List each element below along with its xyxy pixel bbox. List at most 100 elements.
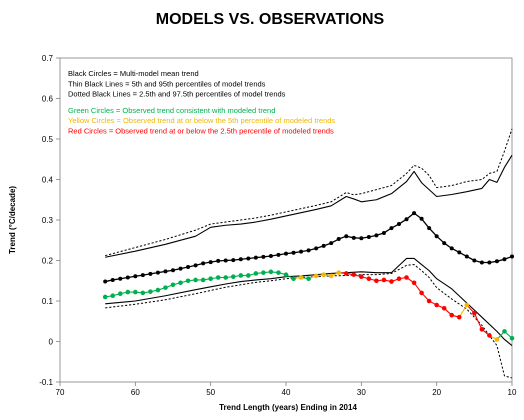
observed-point bbox=[359, 274, 364, 280]
mean-point bbox=[276, 252, 281, 257]
mean-point bbox=[103, 279, 108, 284]
observed-point bbox=[411, 280, 417, 286]
mean-point bbox=[186, 264, 191, 269]
mean-point bbox=[381, 230, 386, 235]
mean-point bbox=[472, 258, 477, 263]
mean-point bbox=[321, 243, 326, 248]
observed-point bbox=[313, 273, 319, 279]
y-axis-label: Trend (°C/decade) bbox=[8, 186, 17, 254]
mean-point bbox=[351, 235, 356, 240]
observed-point bbox=[381, 277, 387, 283]
observed-point bbox=[426, 298, 432, 304]
observed-point bbox=[215, 275, 221, 280]
mean-point bbox=[502, 257, 507, 262]
observed-point bbox=[261, 270, 266, 275]
observed-point bbox=[291, 276, 296, 282]
series-line-p2-5 bbox=[105, 264, 513, 379]
mean-point bbox=[434, 234, 439, 239]
x-tick-label: 20 bbox=[432, 388, 441, 397]
observed-point bbox=[336, 270, 342, 275]
mean-point bbox=[442, 241, 447, 246]
y-tick-label: -0.1 bbox=[39, 378, 53, 387]
y-tick-label: 0.7 bbox=[42, 54, 54, 63]
y-tick-label: 0.3 bbox=[42, 216, 54, 225]
mean-point bbox=[261, 254, 266, 259]
mean-point bbox=[231, 258, 236, 263]
legend-entry: Red Circles = Observed trend at or below… bbox=[68, 127, 334, 136]
observed-point bbox=[155, 287, 161, 293]
observed-point bbox=[170, 282, 176, 288]
mean-point bbox=[253, 255, 258, 260]
observed-point bbox=[117, 291, 123, 297]
mean-point bbox=[344, 234, 349, 239]
observed-point bbox=[419, 290, 424, 296]
observed-point bbox=[509, 335, 515, 341]
mean-point bbox=[427, 226, 432, 231]
mean-point bbox=[412, 211, 417, 216]
mean-point bbox=[314, 246, 319, 251]
observed-point bbox=[110, 293, 116, 299]
legend-entry: Yellow Circles = Observed trend at or be… bbox=[68, 116, 335, 125]
observed-point bbox=[102, 294, 108, 300]
observed-line-segment bbox=[473, 312, 483, 330]
y-axis: -0.1 0 0.1 0.2 0.3 0.4 0.5 0.6 0.7 bbox=[39, 54, 60, 387]
mean-point bbox=[140, 273, 145, 278]
y-tick-label: 0.5 bbox=[42, 135, 54, 144]
legend-entry: Green Circles = Observed trend consisten… bbox=[68, 106, 275, 115]
y-tick-label: 0.1 bbox=[42, 297, 54, 306]
observed-point bbox=[389, 279, 394, 284]
mean-point bbox=[299, 249, 304, 254]
observed-point bbox=[366, 276, 372, 282]
x-tick-label: 40 bbox=[282, 388, 291, 397]
observed-point bbox=[328, 273, 334, 279]
mean-point bbox=[268, 254, 273, 259]
mean-point bbox=[464, 254, 469, 259]
observed-point bbox=[178, 280, 183, 286]
observed-point bbox=[208, 276, 213, 282]
observed-point bbox=[449, 312, 455, 318]
observed-point bbox=[133, 289, 138, 295]
mean-point bbox=[201, 261, 206, 266]
observed-point bbox=[246, 273, 251, 278]
x-axis-label: Trend Length (years) Ending in 2014 bbox=[219, 403, 357, 412]
observed-point bbox=[396, 276, 402, 282]
legend-entry: Black Circles = Multi-model mean trend bbox=[68, 69, 199, 78]
mean-point bbox=[148, 271, 153, 276]
observed-point bbox=[223, 275, 229, 280]
observed-point bbox=[193, 277, 198, 283]
mean-point bbox=[397, 222, 401, 227]
x-tick-label: 50 bbox=[206, 388, 215, 397]
mean-point bbox=[110, 277, 115, 282]
mean-point bbox=[366, 235, 371, 240]
series-line-p975 bbox=[105, 128, 513, 257]
observed-point bbox=[283, 272, 289, 277]
mean-point bbox=[479, 260, 484, 265]
mean-point bbox=[163, 269, 168, 274]
legend-entry: Thin Black Lines = 5th and 95th percenti… bbox=[68, 79, 266, 88]
observed-point bbox=[230, 274, 236, 280]
y-tick-label: 0.6 bbox=[42, 95, 54, 104]
observed-point bbox=[298, 275, 304, 280]
mean-point bbox=[238, 257, 243, 262]
observed-line-segment bbox=[458, 304, 468, 318]
y-tick-label: 0.2 bbox=[42, 257, 54, 266]
mean-point bbox=[208, 260, 213, 265]
mean-point bbox=[329, 241, 334, 246]
mean-point bbox=[155, 270, 160, 275]
mean-point bbox=[404, 217, 409, 222]
observed-point bbox=[268, 269, 274, 275]
mean-point bbox=[178, 266, 183, 271]
mean-point bbox=[216, 258, 221, 263]
mean-point bbox=[193, 263, 198, 268]
observed-point bbox=[343, 271, 349, 276]
observed-point bbox=[494, 337, 500, 342]
mean-point bbox=[374, 233, 379, 238]
observed-point bbox=[321, 272, 326, 277]
x-tick-label: 70 bbox=[56, 388, 65, 397]
observed-point bbox=[434, 302, 439, 308]
observed-point bbox=[276, 270, 281, 275]
observed-point bbox=[125, 289, 131, 295]
y-tick-label: 0.4 bbox=[42, 176, 54, 185]
mean-point bbox=[171, 268, 175, 273]
observed-point bbox=[306, 276, 311, 282]
